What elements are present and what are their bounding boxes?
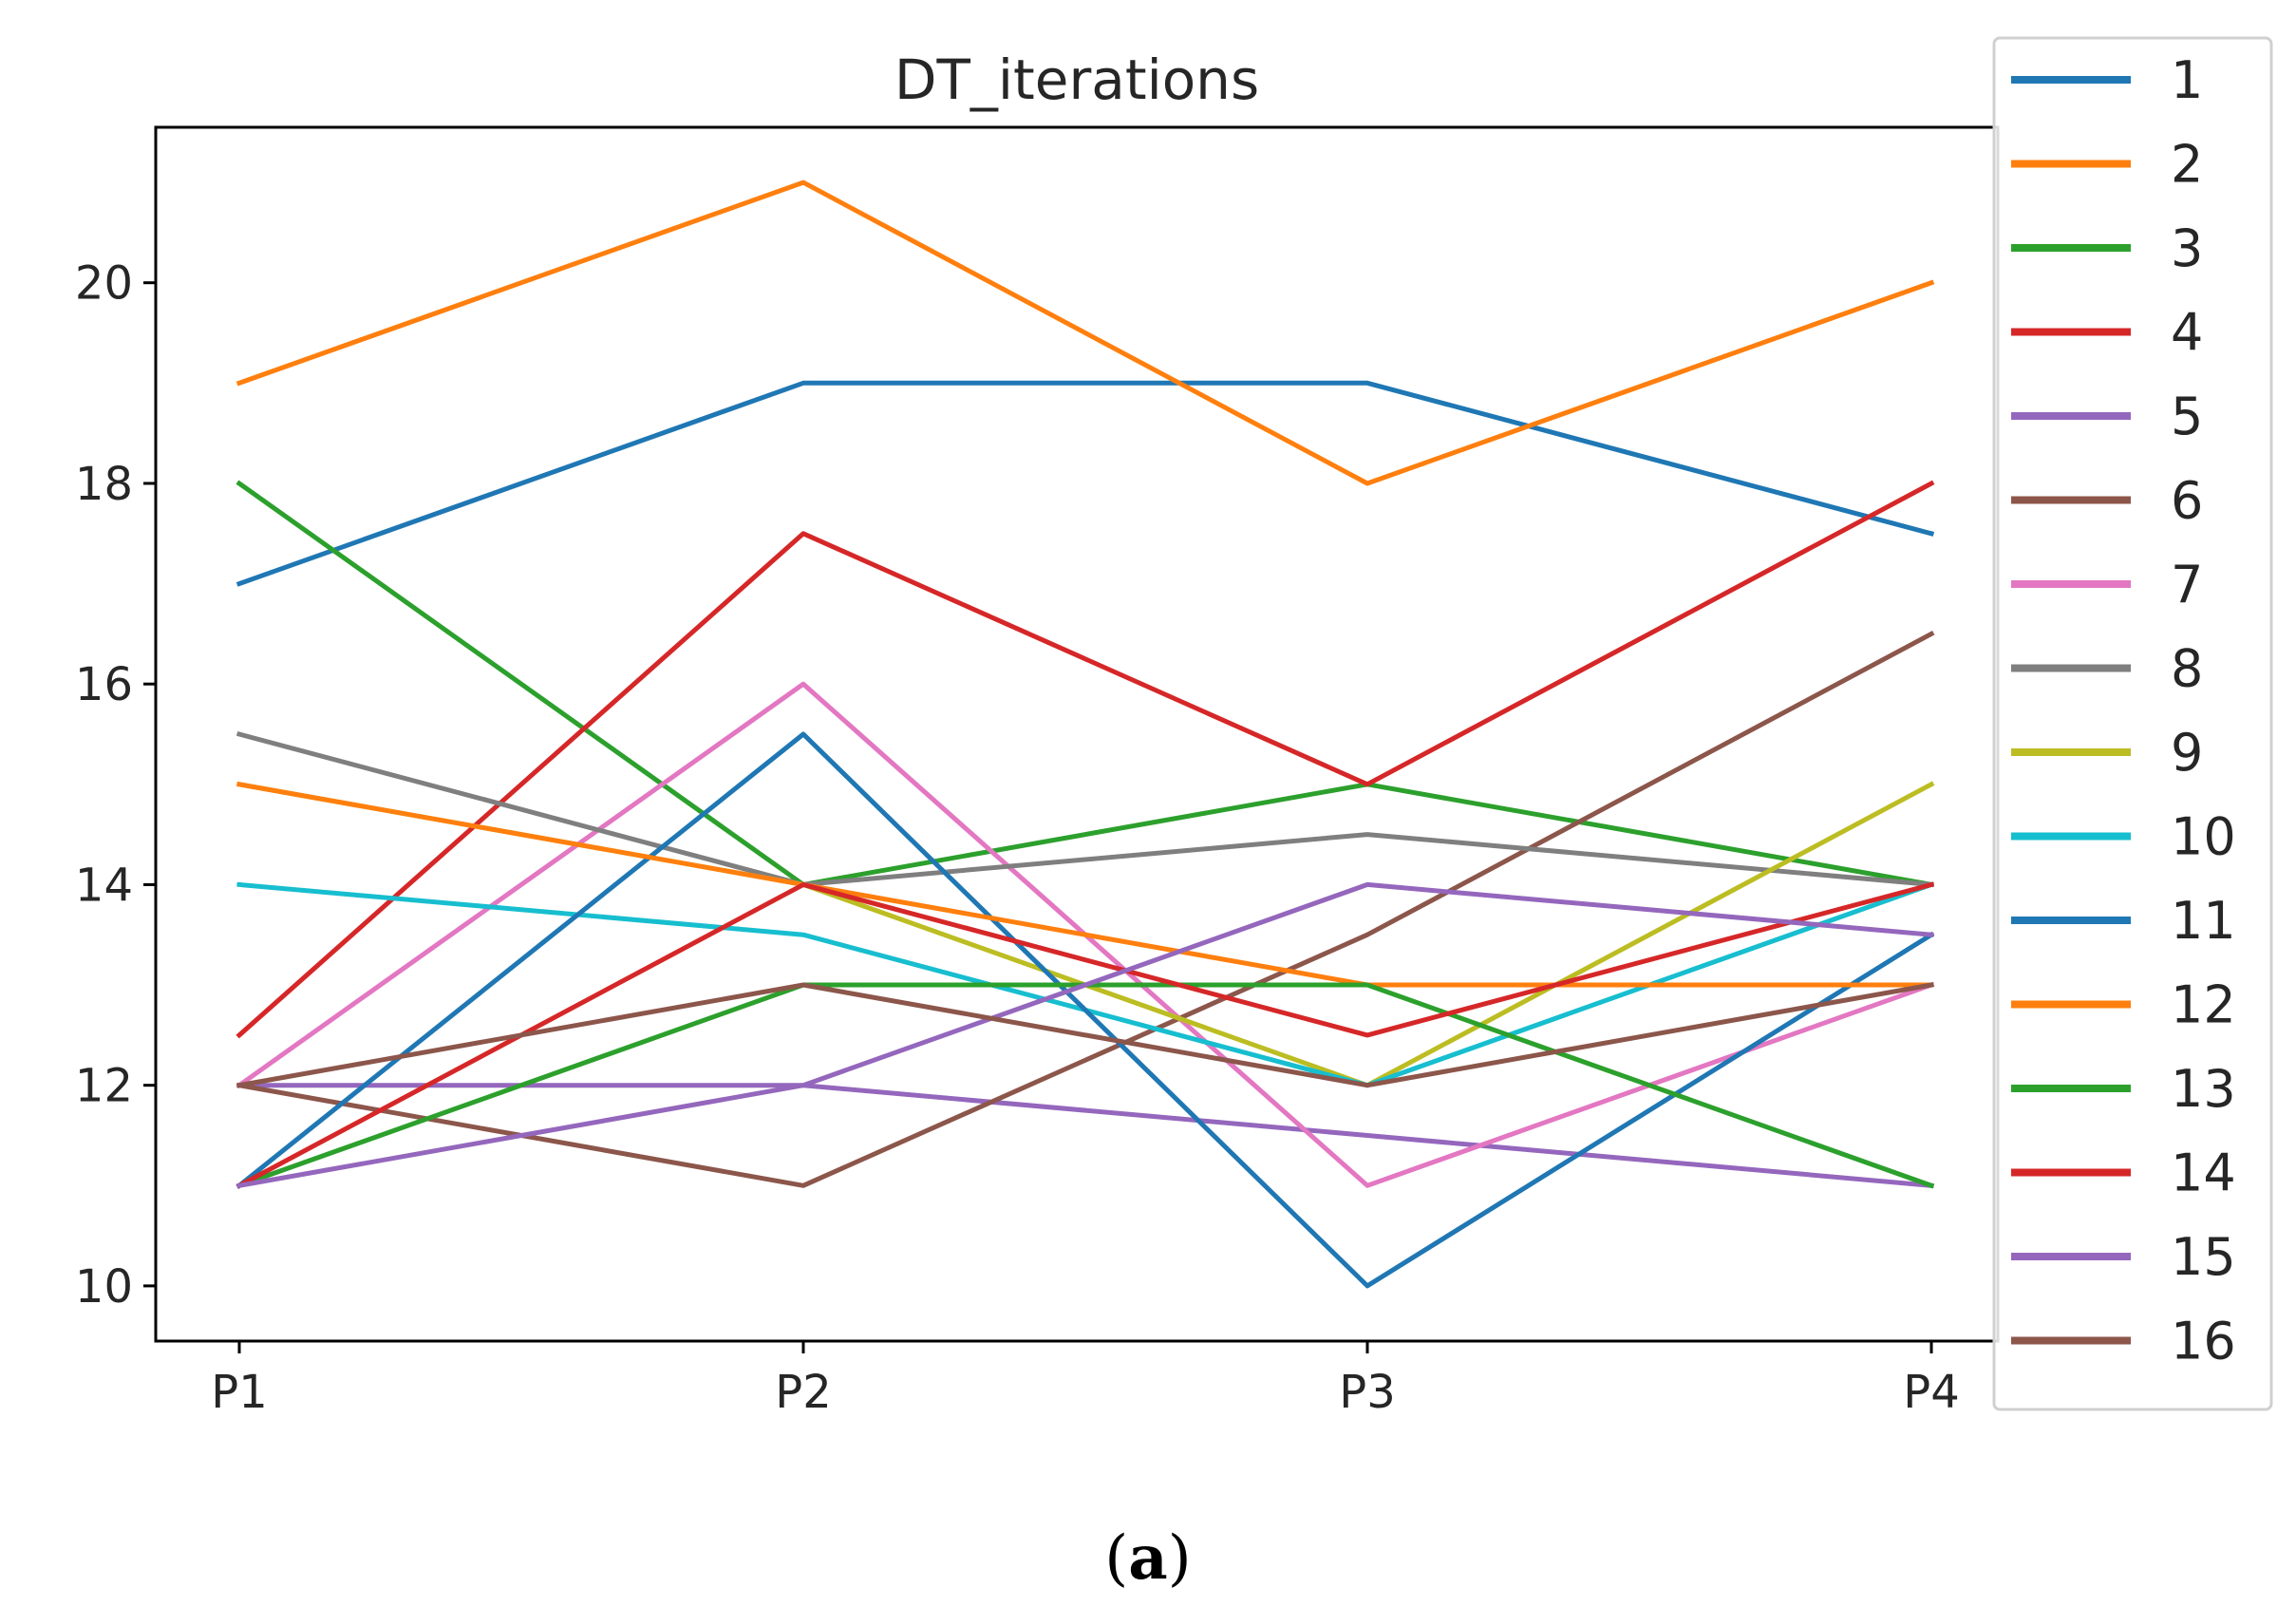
x-tick-label: P3 xyxy=(1339,1366,1395,1419)
legend-label-11: 11 xyxy=(2171,891,2236,951)
y-tick-label: 20 xyxy=(75,257,133,311)
caption-letter: a xyxy=(1128,1522,1167,1594)
x-axis: P1 P2 P3 P4 xyxy=(211,1341,1960,1419)
legend-label-16: 16 xyxy=(2171,1312,2236,1371)
legend-label-7: 7 xyxy=(2171,555,2203,614)
caption-open: ( xyxy=(1104,1523,1128,1594)
caption-close: ) xyxy=(1168,1523,1192,1594)
y-tick-label: 16 xyxy=(75,658,133,711)
series-line-11 xyxy=(235,731,1935,1289)
series-line-12 xyxy=(236,781,1934,988)
series-line-16 xyxy=(236,982,1934,1088)
legend-label-9: 9 xyxy=(2171,723,2203,783)
legend-label-3: 3 xyxy=(2171,218,2203,278)
y-axis: 10 12 14 16 18 20 xyxy=(75,257,156,1314)
legend-label-15: 15 xyxy=(2171,1227,2236,1287)
x-tick-label: P1 xyxy=(211,1366,267,1419)
series-line-3 xyxy=(235,480,1934,888)
legend-label-8: 8 xyxy=(2171,639,2203,699)
series-line-15 xyxy=(236,881,1934,1189)
legend-label-6: 6 xyxy=(2171,471,2203,531)
legend-label-5: 5 xyxy=(2171,387,2203,446)
series-line-1 xyxy=(235,380,1935,587)
y-tick-label: 18 xyxy=(75,458,133,511)
y-tick-label: 10 xyxy=(75,1260,133,1314)
y-tick-label: 14 xyxy=(75,859,133,912)
legend-label-1: 1 xyxy=(2171,50,2203,110)
legend-label-4: 4 xyxy=(2171,303,2203,363)
series-line-6 xyxy=(236,631,1935,1188)
series-lines xyxy=(235,180,1935,1289)
legend-label-14: 14 xyxy=(2171,1144,2236,1203)
series-line-5 xyxy=(236,1083,1934,1189)
x-tick-label: P2 xyxy=(775,1366,831,1419)
series-line-8 xyxy=(235,730,1934,888)
legend-label-12: 12 xyxy=(2171,975,2236,1035)
y-tick-label: 12 xyxy=(75,1060,133,1113)
legend-label-13: 13 xyxy=(2171,1059,2236,1119)
legend-frame xyxy=(1992,36,2273,1411)
figure-caption: (a) xyxy=(1104,1522,1191,1594)
x-tick-label: P4 xyxy=(1903,1366,1959,1419)
legend-label-10: 10 xyxy=(2171,807,2236,867)
plot-frame xyxy=(154,125,2000,1343)
chart-title: DT_iterations xyxy=(894,47,1259,112)
series-line-4 xyxy=(235,480,1935,1039)
series-line-2 xyxy=(235,180,1935,486)
legend-label-2: 2 xyxy=(2171,135,2203,195)
